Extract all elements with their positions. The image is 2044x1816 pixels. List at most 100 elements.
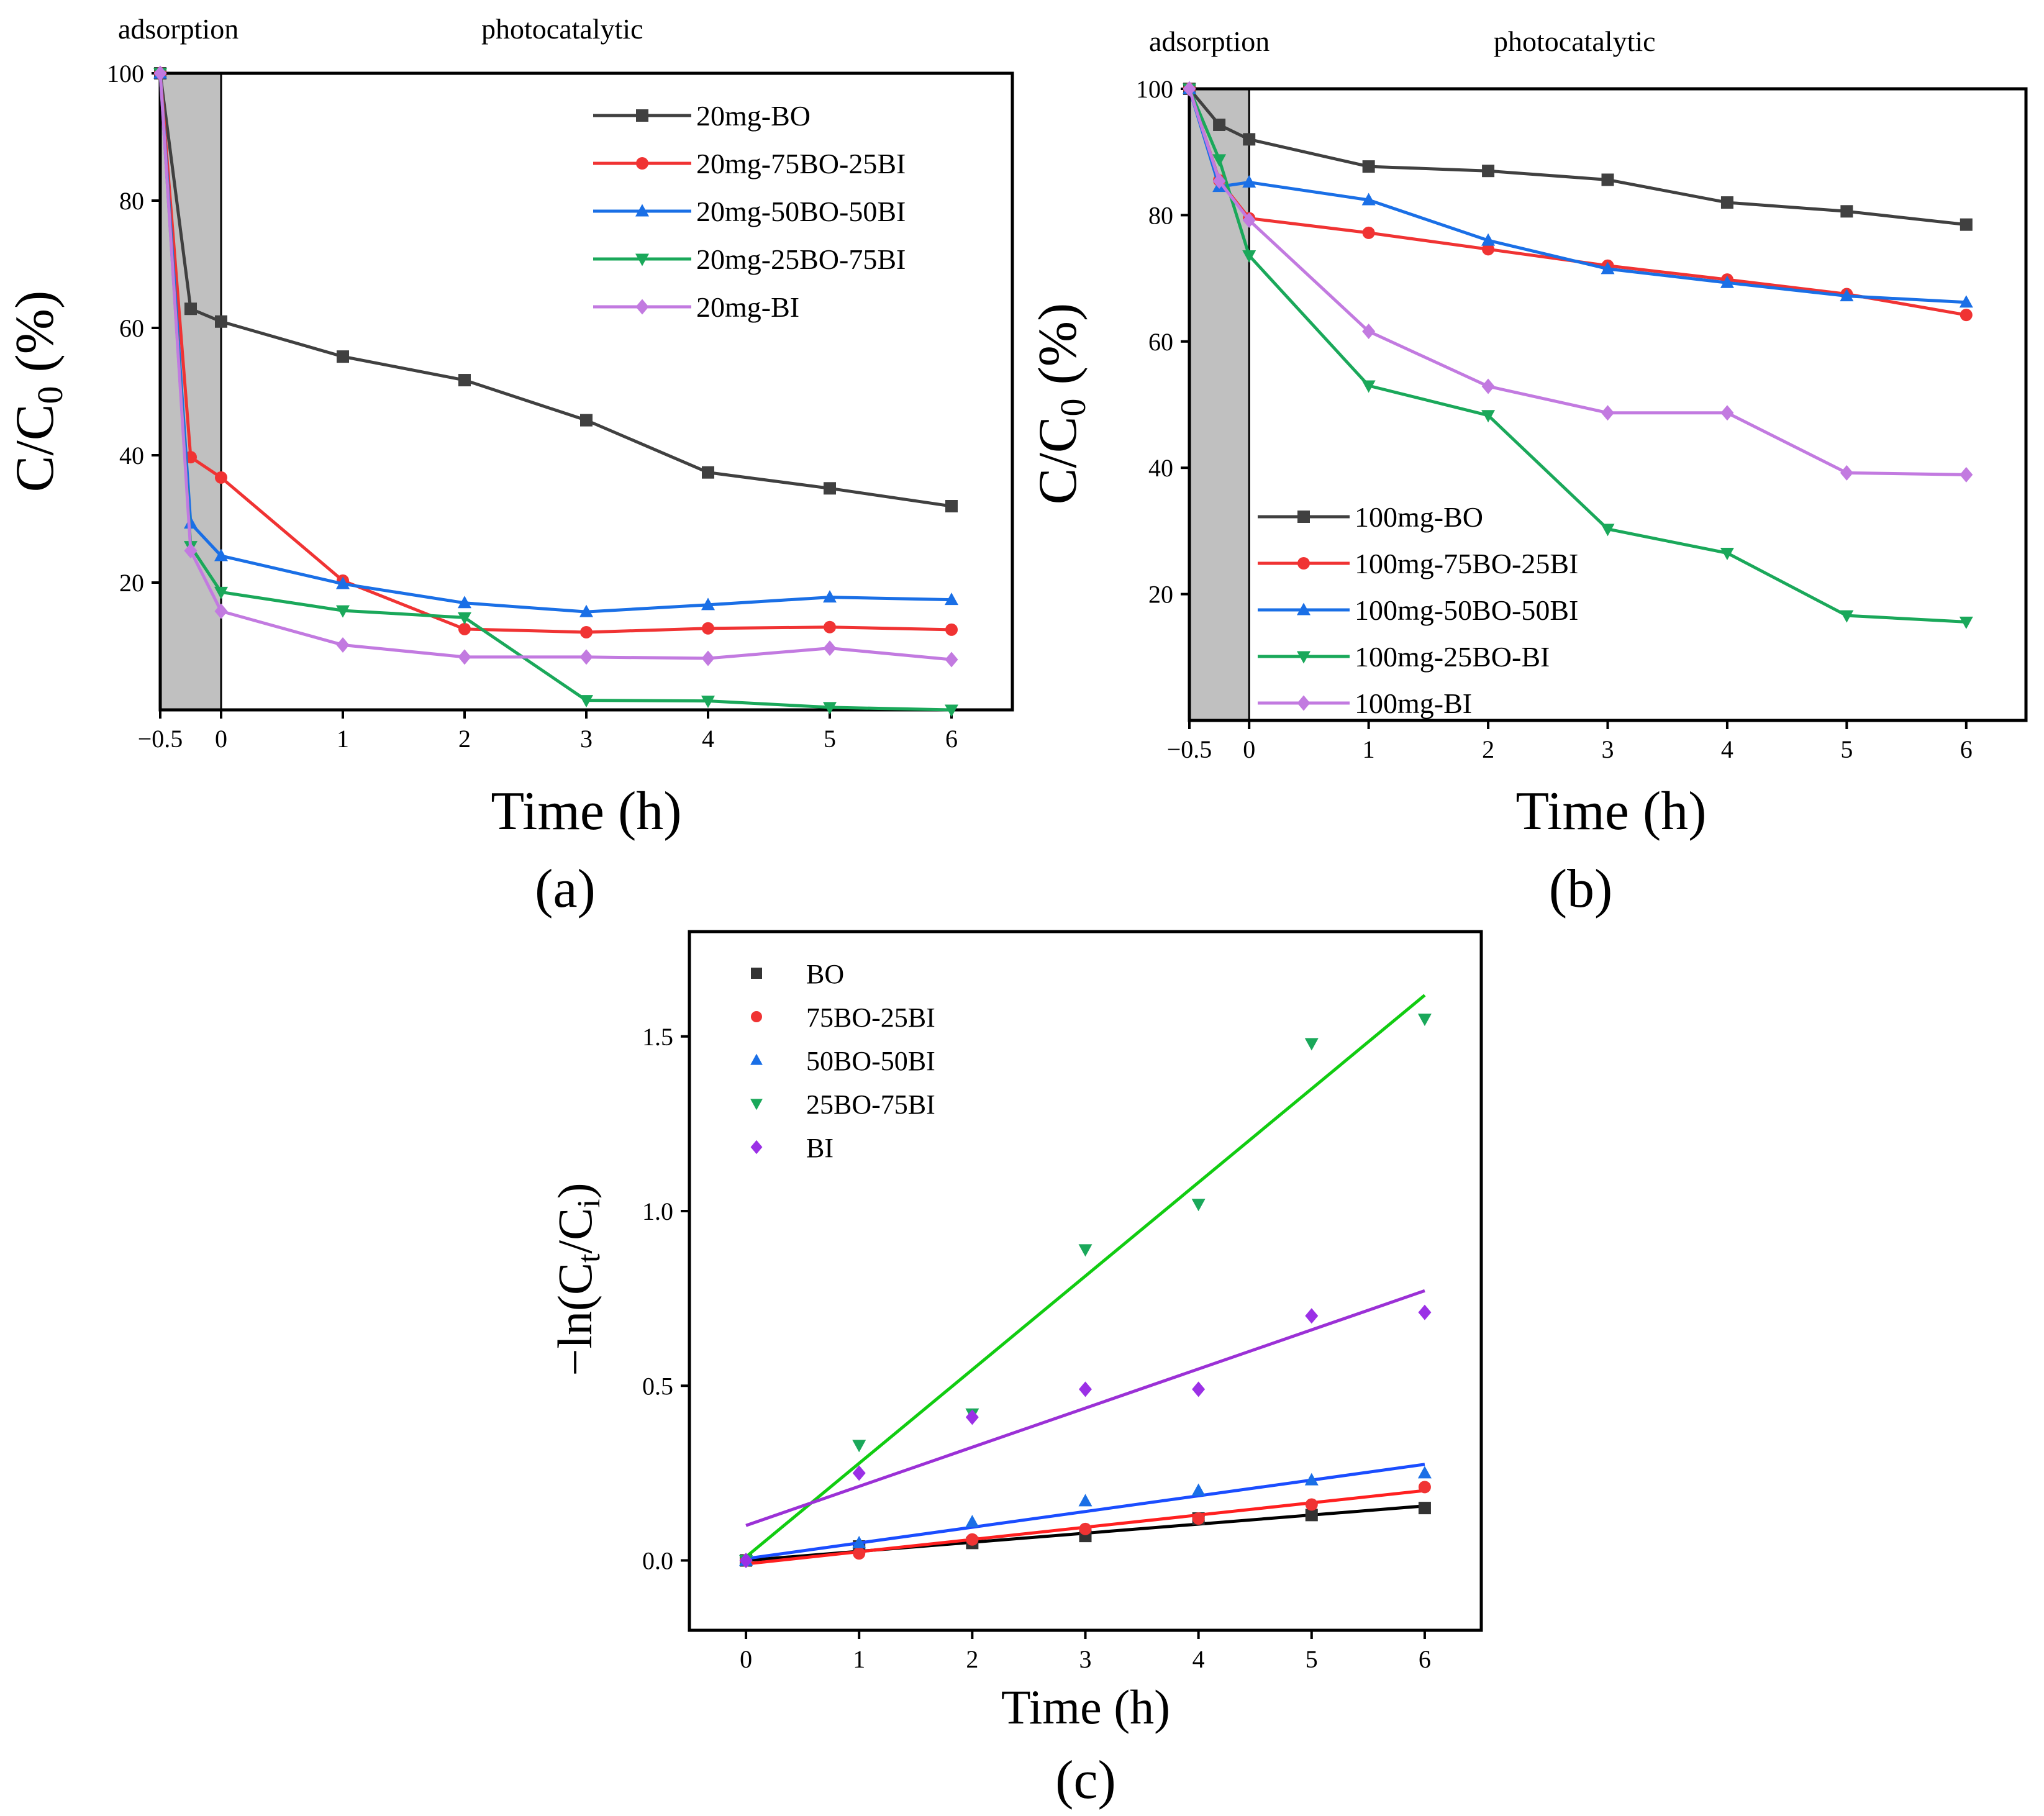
data-point: [1243, 133, 1256, 146]
data-point: [1361, 193, 1376, 206]
x-tick-label: 1: [337, 725, 349, 753]
data-point: [1305, 1308, 1319, 1324]
x-tick-label: 6: [1419, 1645, 1431, 1673]
data-point: [824, 482, 836, 495]
fit-line: [745, 1463, 1425, 1561]
region-label-adsorption: adsorption: [118, 13, 238, 45]
x-axis-label: Time (h): [491, 781, 681, 842]
legend-entry: 100mg-50BO-50BI: [1258, 594, 1578, 626]
panel-a-chart: adsorption photocatalytic −0.5 0 1 2 3 4 5 6 20 40 6…: [5, 13, 1014, 919]
y-axis-label-subscript: 0: [30, 386, 70, 404]
series-20mg-BO: [154, 67, 958, 512]
y-tick-label: 100: [107, 60, 144, 88]
x-tick-label: 6: [1960, 735, 1973, 763]
data-point: [701, 650, 715, 666]
data-point: [1840, 205, 1853, 218]
y-tick-label: 60: [119, 314, 144, 342]
fit-line: [745, 1289, 1425, 1527]
region-label-adsorption: adsorption: [1149, 25, 1270, 57]
legend-marker: [1297, 602, 1310, 615]
x-tick-label: 5: [824, 725, 836, 753]
data-point: [1362, 226, 1375, 239]
data-point: [1361, 380, 1376, 393]
y-axis-label: −ln(Ct/Ci): [548, 1183, 607, 1376]
legend-label: 100mg-BO: [1355, 501, 1483, 533]
legend-marker: [636, 109, 648, 122]
data-point: [1417, 1014, 1432, 1027]
data-point: [1960, 218, 1973, 231]
data-point: [945, 651, 958, 668]
data-point: [1720, 547, 1734, 560]
region-label-photocatalytic: photocatalytic: [1494, 25, 1656, 57]
data-point: [1481, 233, 1496, 246]
data-point: [1213, 118, 1226, 131]
legend-label: 100mg-25BO-BI: [1355, 641, 1550, 673]
series-75BO-25BI: [740, 1481, 1431, 1567]
data-point: [852, 1440, 866, 1453]
series-line: [1188, 88, 1966, 624]
data-point: [336, 576, 350, 589]
legend-marker: [635, 253, 649, 266]
legend-label: 20mg-BO: [696, 100, 811, 132]
legend-marker: [1297, 511, 1310, 523]
legend-label: 50BO-50BI: [806, 1046, 935, 1076]
series-100mg-50BO-50BI: [1183, 81, 1973, 308]
legend-label: 20mg-25BO-75BI: [696, 243, 906, 275]
data-point: [579, 649, 593, 665]
legend-marker: [1297, 695, 1310, 711]
data-point: [1191, 1483, 1206, 1496]
legend-entry: 20mg-BO: [593, 100, 811, 132]
legend-label: 20mg-50BO-50BI: [696, 196, 906, 227]
legend-entry: 20mg-50BO-50BI: [593, 196, 906, 227]
data-point: [215, 471, 227, 484]
data-point: [337, 350, 349, 363]
data-point: [458, 622, 471, 635]
legend-label: 25BO-75BI: [806, 1089, 935, 1120]
fit-line: [745, 994, 1426, 1558]
legend-entry: 20mg-25BO-75BI: [593, 243, 906, 275]
legend-label: 20mg-BI: [696, 291, 799, 323]
data-point: [852, 1465, 866, 1481]
data-point: [458, 649, 471, 665]
data-point: [1418, 1481, 1431, 1494]
series-BI: [739, 1289, 1432, 1568]
legend-marker: [750, 1140, 763, 1155]
data-point: [1242, 250, 1256, 263]
data-point: [1720, 196, 1733, 209]
data-point: [1959, 616, 1973, 629]
panel-label: (c): [1055, 1750, 1116, 1810]
data-point: [1305, 1509, 1318, 1522]
y-axis-label-part: (%): [1028, 303, 1088, 399]
data-point: [1482, 243, 1495, 256]
series-20mg-BI: [153, 65, 958, 668]
data-point: [945, 704, 958, 717]
data-point: [1212, 173, 1226, 189]
data-point: [1417, 1466, 1432, 1479]
data-point: [1720, 275, 1734, 288]
y-axis-label-part: ): [548, 1183, 602, 1199]
data-point: [1242, 212, 1256, 229]
data-point: [1601, 524, 1615, 537]
series-100mg-BO: [1183, 83, 1973, 231]
data-point: [1481, 378, 1495, 394]
legend-marker: [750, 1053, 763, 1065]
data-point: [1601, 405, 1614, 421]
y-tick-label: 1.0: [642, 1197, 673, 1225]
y-tick-label: 80: [1148, 201, 1173, 229]
y-tick-label: 40: [119, 442, 144, 470]
y-axis-label-part: C/C: [1028, 417, 1088, 505]
x-tick-label: 6: [945, 725, 958, 753]
data-point: [965, 1515, 979, 1528]
x-tick-label: 3: [580, 725, 593, 753]
legend-label: BO: [806, 959, 844, 989]
data-point: [1601, 261, 1615, 275]
y-axis-label-part: (%): [5, 291, 65, 386]
legend-marker: [751, 1011, 762, 1022]
x-tick-label: 5: [1840, 735, 1853, 763]
data-point: [215, 315, 227, 328]
data-point: [214, 586, 228, 599]
legend-entry: 20mg-75BO-25BI: [593, 148, 906, 179]
data-point: [1960, 309, 1973, 322]
data-point: [852, 1535, 866, 1548]
